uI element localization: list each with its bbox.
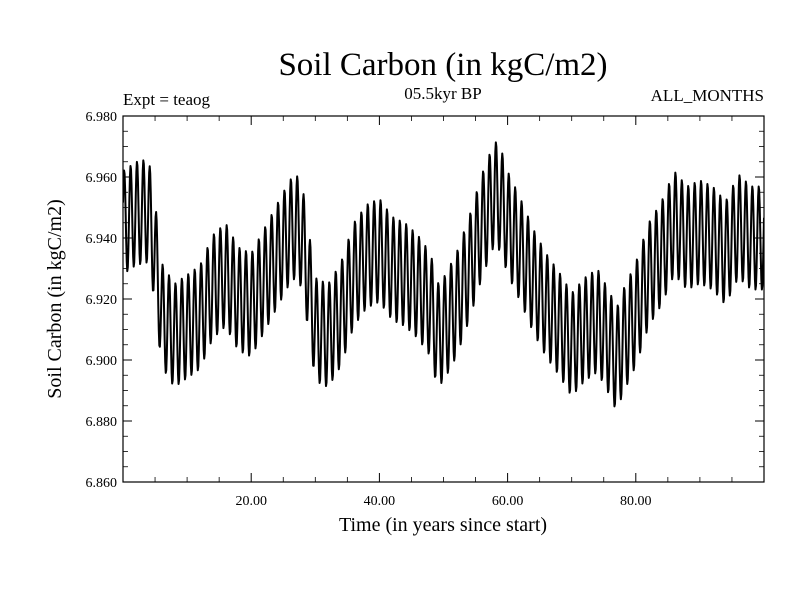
x-tick-label: 20.00 [235,494,267,509]
y-tick-label: 6.900 [86,354,118,369]
series-line-soil-carbon [123,141,764,408]
y-tick-label: 6.860 [86,476,118,491]
series-layer [123,141,764,408]
period-label: ALL_MONTHS [651,86,764,105]
x-axis-label: Time (in years since start) [339,514,547,536]
x-tick-label: 60.00 [492,494,524,509]
plot-frame [122,115,765,483]
experiment-label: Expt = teaog [123,90,211,109]
y-axis-label: Soil Carbon (in kgC/m2) [44,199,66,398]
y-tick-label: 6.940 [86,232,118,247]
y-tick-label: 6.960 [86,171,118,186]
x-tick-label: 40.00 [364,494,396,509]
y-tick-label: 6.920 [86,293,118,308]
y-tick-label: 6.980 [86,110,118,125]
x-tick-label: 80.00 [620,494,652,509]
y-tick-label: 6.880 [86,415,118,430]
chart-subtitle: 05.5kyr BP [404,84,481,103]
chart-title: Soil Carbon (in kgC/m2) [278,47,607,83]
tick-labels: 6.860 6.880 6.900 6.920 6.940 6.960 6.980 20.00… [86,110,652,509]
